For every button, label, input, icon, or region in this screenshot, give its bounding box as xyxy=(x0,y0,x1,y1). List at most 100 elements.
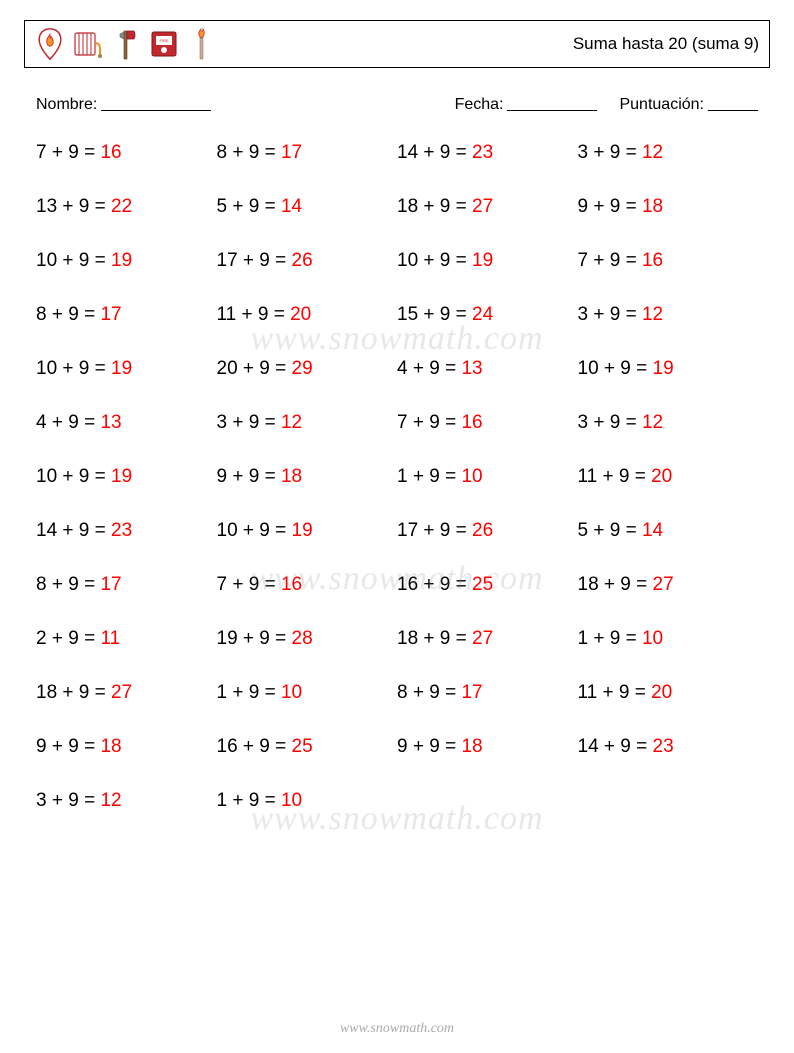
problem-expression: 16 + 9 = xyxy=(397,574,472,595)
problem-expression: 17 + 9 = xyxy=(217,250,292,271)
problem-answer: 14 xyxy=(642,520,663,541)
problem-answer: 25 xyxy=(472,574,493,595)
problem-item: 1 + 9 = 10 xyxy=(397,466,578,488)
problem-item: 11 + 9 = 20 xyxy=(578,682,759,704)
problem-answer: 12 xyxy=(642,412,663,433)
problem-expression: 7 + 9 = xyxy=(36,142,100,163)
problem-item: 10 + 9 = 19 xyxy=(217,520,398,542)
problem-item: 8 + 9 = 17 xyxy=(397,682,578,704)
problem-expression: 18 + 9 = xyxy=(397,628,472,649)
problem-answer: 17 xyxy=(100,574,121,595)
problem-answer: 10 xyxy=(281,790,302,811)
problem-item: 7 + 9 = 16 xyxy=(397,412,578,434)
problem-answer: 26 xyxy=(472,520,493,541)
date-label: Fecha: xyxy=(455,96,504,114)
problem-expression: 4 + 9 = xyxy=(36,412,100,433)
problem-item: 19 + 9 = 28 xyxy=(217,628,398,650)
problem-expression: 18 + 9 = xyxy=(578,574,653,595)
problem-answer: 18 xyxy=(642,196,663,217)
problem-answer: 17 xyxy=(281,142,302,163)
problem-expression: 10 + 9 = xyxy=(217,520,292,541)
axe-icon xyxy=(111,26,141,62)
problem-item: 7 + 9 = 16 xyxy=(217,574,398,596)
problem-expression: 14 + 9 = xyxy=(397,142,472,163)
problem-item: 8 + 9 = 17 xyxy=(36,574,217,596)
problem-expression: 9 + 9 = xyxy=(217,466,281,487)
problem-item: 8 + 9 = 17 xyxy=(217,142,398,164)
problem-expression: 11 + 9 = xyxy=(578,682,652,703)
problem-answer: 13 xyxy=(100,412,121,433)
problem-answer: 23 xyxy=(472,142,493,163)
problem-answer: 27 xyxy=(111,682,132,703)
problem-item: 10 + 9 = 19 xyxy=(578,358,759,380)
problem-expression: 18 + 9 = xyxy=(397,196,472,217)
problem-expression: 1 + 9 = xyxy=(397,466,461,487)
problem-expression: 7 + 9 = xyxy=(217,574,281,595)
problem-answer: 19 xyxy=(292,520,313,541)
problem-expression: 8 + 9 = xyxy=(397,682,461,703)
score-blank[interactable] xyxy=(708,96,758,111)
problem-item: 5 + 9 = 14 xyxy=(217,196,398,218)
problem-item: 1 + 9 = 10 xyxy=(217,682,398,704)
problem-answer: 19 xyxy=(653,358,674,379)
problem-expression: 5 + 9 = xyxy=(217,196,281,217)
problem-answer: 28 xyxy=(292,628,313,649)
match-icon xyxy=(187,26,217,62)
meta-row: Nombre: Fecha: Puntuación: xyxy=(24,96,770,114)
problem-answer: 29 xyxy=(292,358,313,379)
svg-text:FIRE: FIRE xyxy=(159,38,168,43)
problem-item: 18 + 9 = 27 xyxy=(397,628,578,650)
problem-item: 18 + 9 = 27 xyxy=(397,196,578,218)
problem-expression: 10 + 9 = xyxy=(578,358,653,379)
problem-item: 17 + 9 = 26 xyxy=(397,520,578,542)
problems-grid: 7 + 9 = 168 + 9 = 1714 + 9 = 233 + 9 = 1… xyxy=(24,142,770,812)
problem-answer: 12 xyxy=(642,304,663,325)
problem-expression: 14 + 9 = xyxy=(36,520,111,541)
name-blank[interactable] xyxy=(101,96,211,111)
date-blank[interactable] xyxy=(507,96,597,111)
problem-answer: 20 xyxy=(290,304,311,325)
problem-item: 11 + 9 = 20 xyxy=(217,304,398,326)
problem-expression: 3 + 9 = xyxy=(36,790,100,811)
problem-answer: 20 xyxy=(651,466,672,487)
footer-text: www.snowmath.com xyxy=(0,1021,794,1037)
name-label: Nombre: xyxy=(36,96,97,114)
problem-expression: 14 + 9 = xyxy=(578,736,653,757)
problem-item: 7 + 9 = 16 xyxy=(578,250,759,272)
problem-answer: 19 xyxy=(472,250,493,271)
problem-answer: 10 xyxy=(642,628,663,649)
problem-expression: 7 + 9 = xyxy=(397,412,461,433)
problem-answer: 16 xyxy=(642,250,663,271)
problem-item: 1 + 9 = 10 xyxy=(578,628,759,650)
problem-item: 13 + 9 = 22 xyxy=(36,196,217,218)
problem-expression: 3 + 9 = xyxy=(578,304,642,325)
hose-icon xyxy=(73,26,103,62)
problem-answer: 16 xyxy=(100,142,121,163)
problem-answer: 13 xyxy=(461,358,482,379)
header-icons: FIRE xyxy=(35,26,217,62)
problem-answer: 10 xyxy=(461,466,482,487)
problem-expression: 8 + 9 = xyxy=(36,304,100,325)
problem-item: 14 + 9 = 23 xyxy=(397,142,578,164)
problem-expression: 1 + 9 = xyxy=(217,682,281,703)
problem-expression: 8 + 9 = xyxy=(217,142,281,163)
worksheet-page: FIRE Suma hasta 20 (suma 9) Nombre: Fech… xyxy=(0,0,794,1053)
problem-item: 8 + 9 = 17 xyxy=(36,304,217,326)
problem-answer: 10 xyxy=(281,682,302,703)
problem-expression: 1 + 9 = xyxy=(217,790,281,811)
problem-item: 9 + 9 = 18 xyxy=(217,466,398,488)
problem-expression: 4 + 9 = xyxy=(397,358,461,379)
problem-answer: 27 xyxy=(472,628,493,649)
problem-item: 18 + 9 = 27 xyxy=(578,574,759,596)
problem-answer: 17 xyxy=(461,682,482,703)
problem-answer: 16 xyxy=(281,574,302,595)
worksheet-title: Suma hasta 20 (suma 9) xyxy=(573,34,759,54)
problem-item: 3 + 9 = 12 xyxy=(36,790,217,812)
problem-expression: 8 + 9 = xyxy=(36,574,100,595)
problem-expression: 1 + 9 = xyxy=(578,628,642,649)
problem-answer: 16 xyxy=(461,412,482,433)
problem-answer: 12 xyxy=(642,142,663,163)
problem-answer: 20 xyxy=(651,682,672,703)
problem-item: 10 + 9 = 19 xyxy=(36,250,217,272)
problem-item: 7 + 9 = 16 xyxy=(36,142,217,164)
